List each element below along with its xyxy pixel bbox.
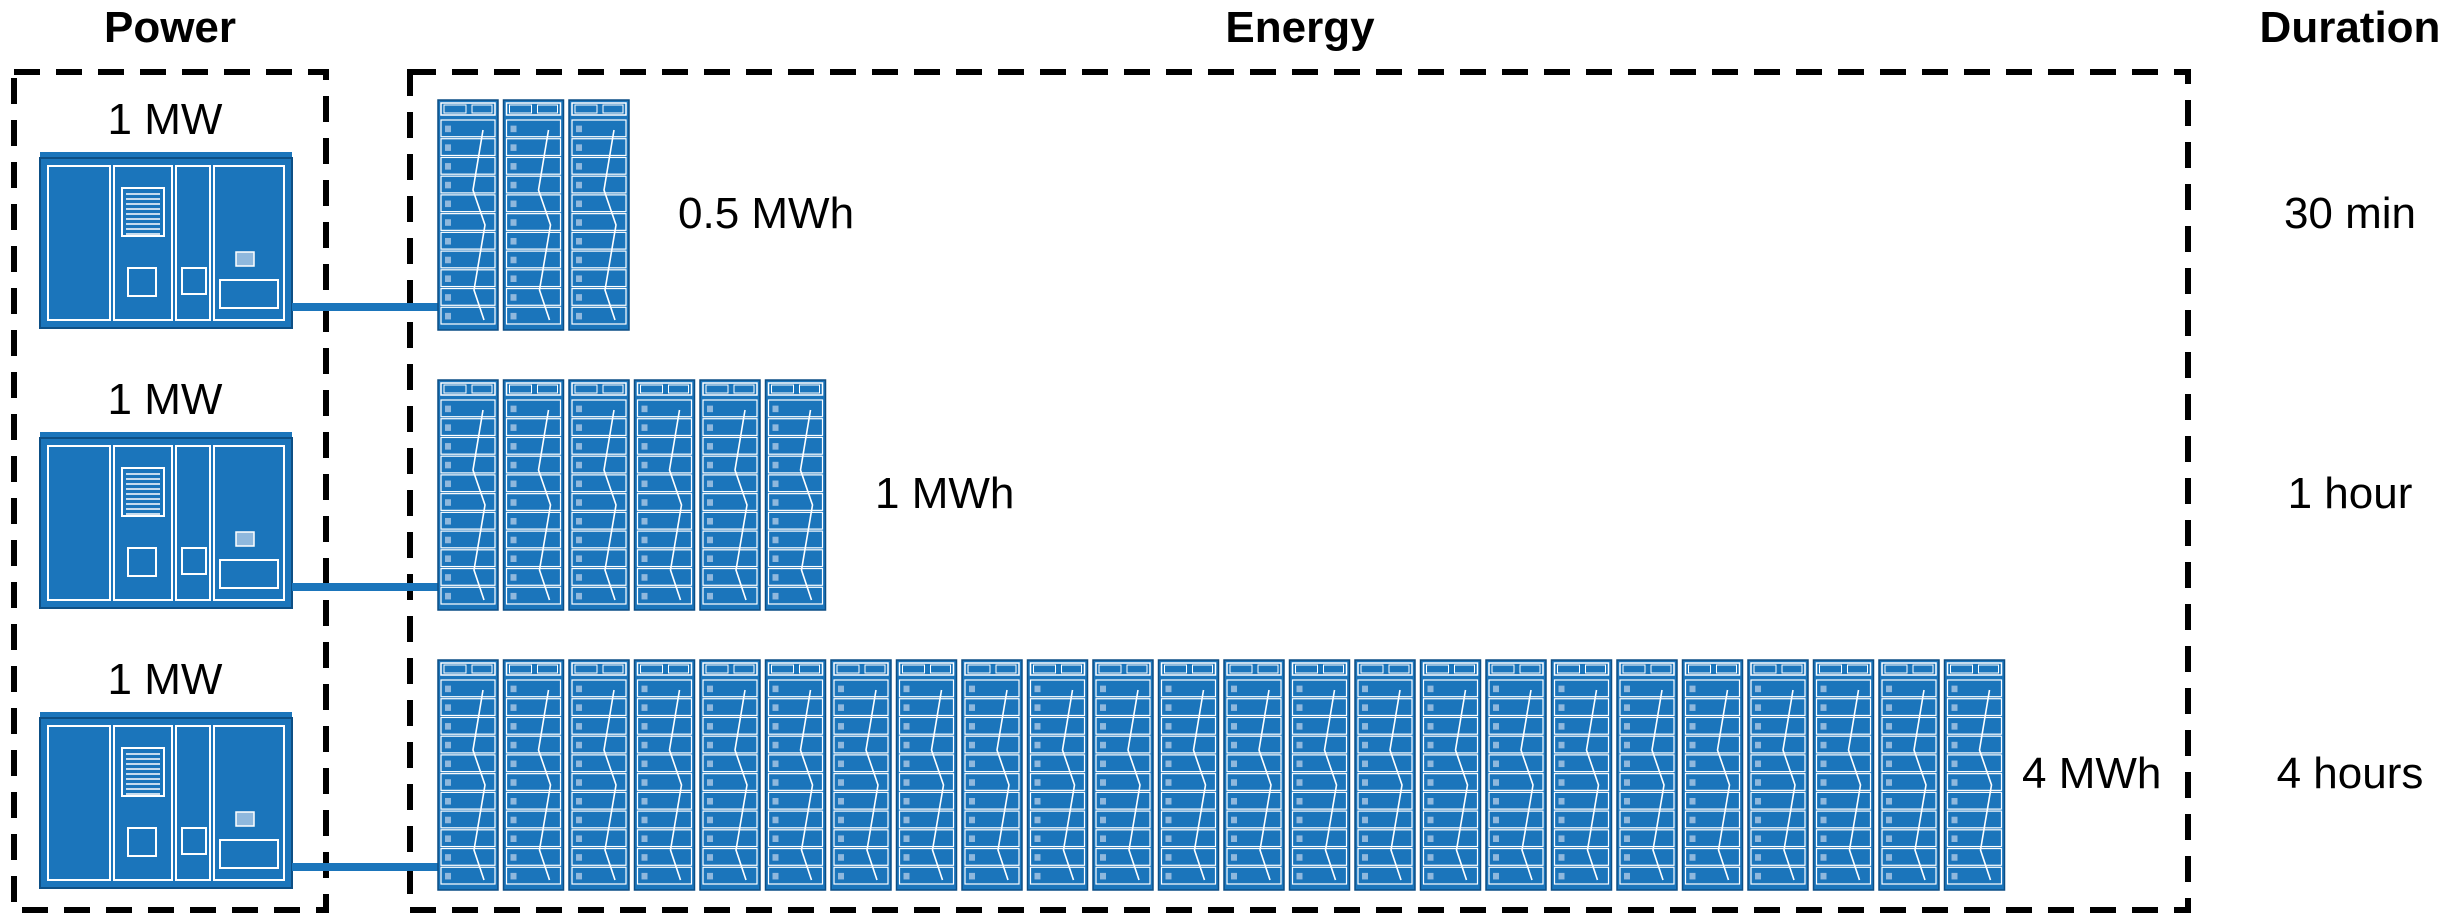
power-rating-label: 1 MW: [108, 375, 223, 424]
battery-rack: [1288, 659, 1351, 891]
battery-rack: [1026, 659, 1089, 891]
energy-capacity-label: 0.5 MWh: [678, 189, 854, 238]
battery-rack: [1747, 659, 1809, 891]
power-group-frame: [11, 69, 329, 913]
battery-rack: [568, 379, 630, 611]
battery-rack-group: [437, 99, 630, 331]
energy-header: Energy: [1225, 3, 1375, 52]
battery-rack: [502, 659, 565, 891]
battery-rack: [437, 99, 499, 331]
battery-rack: [568, 99, 630, 331]
battery-rack: [502, 379, 565, 611]
row-2: 1 MW 1 MWh 1 hour: [39, 375, 2413, 611]
battery-rack: [1550, 659, 1613, 891]
battery-rack: [437, 659, 499, 891]
battery-rack: [568, 659, 630, 891]
connector-line: [292, 303, 438, 311]
battery-rack: [633, 659, 696, 891]
battery-rack: [1878, 659, 1940, 891]
row-3: 1 MW 4 MWh 4 hours: [39, 655, 2424, 891]
battery-rack: [1485, 659, 1547, 891]
power-rating-label: 1 MW: [108, 95, 223, 144]
battery-rack: [633, 379, 696, 611]
battery-rack: [1419, 659, 1482, 891]
battery-rack: [1812, 659, 1875, 891]
battery-rack: [437, 379, 499, 611]
battery-rack-group: [437, 379, 827, 611]
energy-group-frame: [407, 69, 2191, 913]
battery-rack: [1681, 659, 1744, 891]
battery-rack: [699, 659, 761, 891]
battery-rack: [895, 659, 958, 891]
duration-label: 30 min: [2284, 189, 2416, 238]
duration-label: 4 hours: [2277, 749, 2424, 798]
battery-rack: [1616, 659, 1678, 891]
battery-rack: [699, 379, 761, 611]
battery-rack: [764, 379, 827, 611]
connector-line: [292, 863, 438, 871]
battery-rack: [1157, 659, 1220, 891]
connector-line: [292, 583, 438, 591]
battery-rack: [830, 659, 892, 891]
power-conversion-unit: [39, 432, 293, 609]
power-rating-label: 1 MW: [108, 655, 223, 704]
duration-header: Duration: [2260, 3, 2441, 52]
battery-rack: [1943, 659, 2006, 891]
battery-rack: [1223, 659, 1285, 891]
battery-rack: [764, 659, 827, 891]
energy-capacity-label: 1 MWh: [875, 469, 1014, 518]
energy-capacity-label: 4 MWh: [2022, 749, 2161, 798]
duration-label: 1 hour: [2288, 469, 2413, 518]
power-conversion-unit: [39, 712, 293, 889]
battery-rack: [502, 99, 565, 331]
battery-rack-group: [437, 659, 2006, 891]
row-1: 1 MW 0.5 MWh 30 min: [39, 95, 2416, 331]
battery-rack: [1092, 659, 1154, 891]
battery-rack: [961, 659, 1023, 891]
power-conversion-unit: [39, 152, 293, 329]
power-header: Power: [104, 3, 236, 52]
battery-rack: [1354, 659, 1416, 891]
